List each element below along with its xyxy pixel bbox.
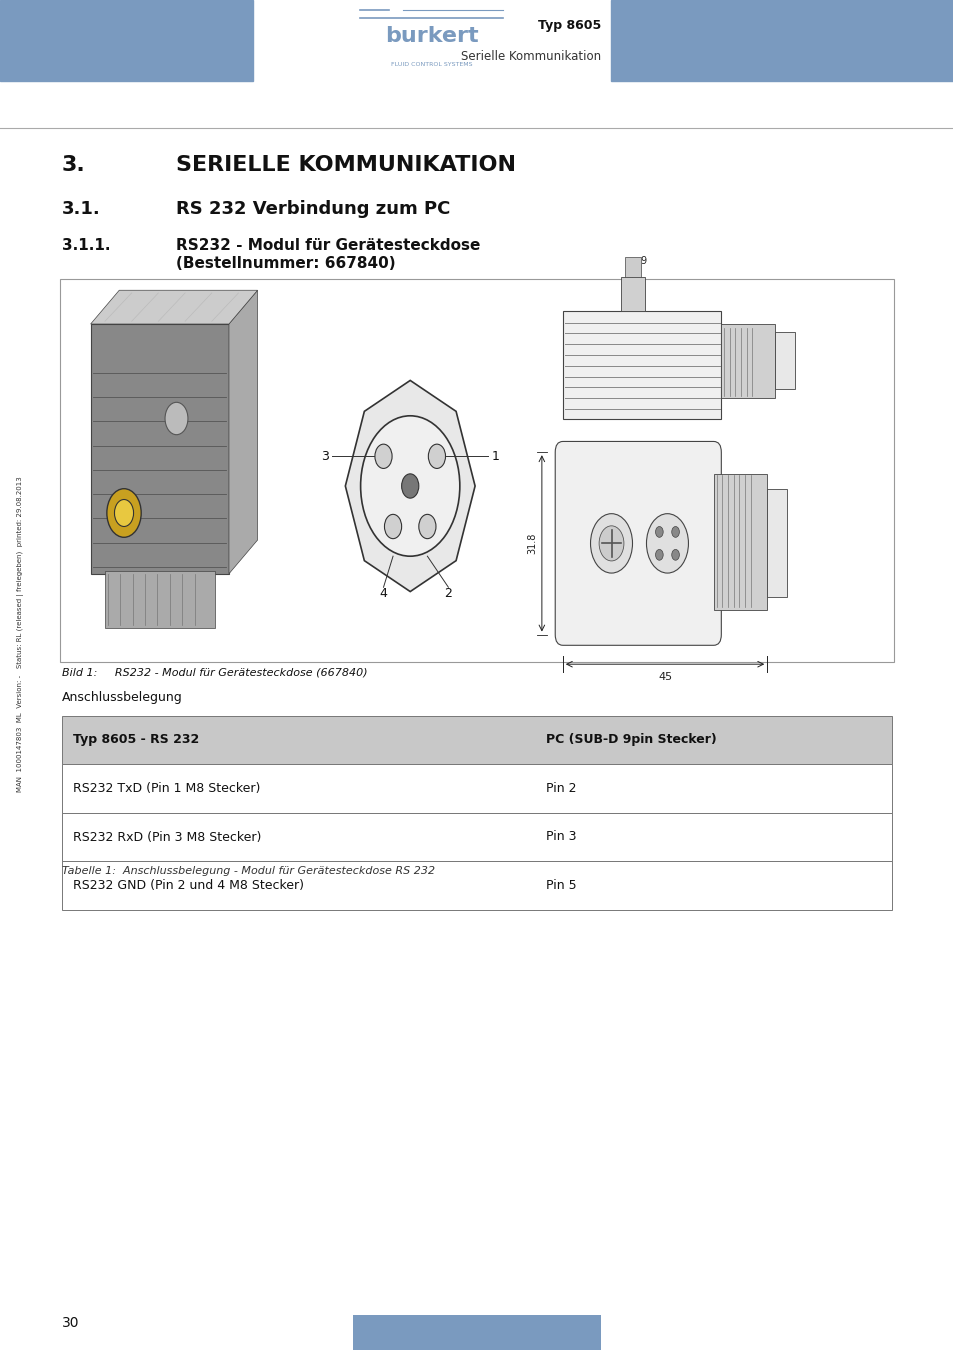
Polygon shape — [229, 290, 257, 574]
Bar — [766, 489, 786, 597]
Text: PC (SUB-D 9pin Stecker): PC (SUB-D 9pin Stecker) — [545, 733, 716, 747]
Text: Pin 2: Pin 2 — [545, 782, 576, 795]
Text: 3: 3 — [321, 450, 329, 463]
Bar — [720, 324, 774, 398]
Bar — [62, 764, 891, 813]
Text: 9: 9 — [639, 256, 646, 266]
Circle shape — [401, 474, 418, 498]
Bar — [62, 813, 891, 861]
Text: Pin 5: Pin 5 — [545, 879, 576, 892]
Circle shape — [114, 500, 133, 526]
Text: Tabelle 1:  Anschlussbelegung - Modul für Gerätesteckdose RS 232: Tabelle 1: Anschlussbelegung - Modul für… — [62, 865, 435, 876]
Circle shape — [671, 549, 679, 560]
Text: 31.8: 31.8 — [527, 533, 537, 554]
Text: burkert: burkert — [384, 26, 478, 46]
Text: 5: 5 — [639, 317, 646, 327]
Bar — [105, 571, 214, 628]
Bar — [774, 332, 795, 389]
Circle shape — [646, 513, 688, 574]
Bar — [91, 324, 229, 574]
Text: RS 232 Verbindung zum PC: RS 232 Verbindung zum PC — [176, 200, 451, 219]
Text: 1: 1 — [491, 450, 498, 463]
Text: RS232 - Modul für Gerätesteckdose: RS232 - Modul für Gerätesteckdose — [176, 238, 480, 254]
Text: Bild 1:     RS232 - Modul für Gerätesteckdose (667840): Bild 1: RS232 - Modul für Gerätesteckdos… — [62, 667, 367, 678]
Circle shape — [428, 444, 445, 468]
Text: deutsch: deutsch — [449, 1326, 504, 1339]
Text: Typ 8605 - RS 232: Typ 8605 - RS 232 — [73, 733, 199, 747]
Bar — [610, 0, 953, 81]
Text: 3.1.1.: 3.1.1. — [62, 238, 111, 254]
Circle shape — [107, 489, 141, 537]
Text: MAN  1000147803  ML  Version: -   Status: RL (released | freiegeben)  printed: 2: MAN 1000147803 ML Version: - Status: RL … — [17, 477, 25, 792]
Text: FLUID CONTROL SYSTEMS: FLUID CONTROL SYSTEMS — [391, 62, 472, 68]
Text: Serielle Kommunikation: Serielle Kommunikation — [460, 50, 600, 63]
Text: Pin 3: Pin 3 — [545, 830, 576, 844]
Bar — [620, 277, 644, 310]
Text: SERIELLE KOMMUNIKATION: SERIELLE KOMMUNIKATION — [176, 155, 516, 174]
Circle shape — [360, 416, 459, 556]
Circle shape — [384, 514, 401, 539]
Text: 4: 4 — [379, 587, 387, 601]
Circle shape — [598, 526, 623, 562]
Circle shape — [671, 526, 679, 537]
Circle shape — [655, 549, 662, 560]
Text: Anschlussbelegung: Anschlussbelegung — [62, 691, 183, 705]
Text: RS232 GND (Pin 2 und 4 M8 Stecker): RS232 GND (Pin 2 und 4 M8 Stecker) — [73, 879, 304, 892]
Circle shape — [418, 514, 436, 539]
Text: 30: 30 — [62, 1316, 79, 1330]
Bar — [0, 0, 253, 81]
Bar — [60, 279, 893, 662]
Circle shape — [590, 513, 632, 574]
Circle shape — [655, 526, 662, 537]
Polygon shape — [345, 381, 475, 591]
Text: 2: 2 — [444, 587, 452, 601]
Text: 3.: 3. — [62, 155, 86, 174]
Circle shape — [165, 402, 188, 435]
Circle shape — [375, 444, 392, 468]
Text: Typ 8605: Typ 8605 — [537, 19, 600, 32]
Text: RS232 TxD (Pin 1 M8 Stecker): RS232 TxD (Pin 1 M8 Stecker) — [73, 782, 260, 795]
Text: 3.1.: 3.1. — [62, 200, 101, 219]
Bar — [62, 861, 891, 910]
Bar — [562, 310, 720, 418]
Text: RS232 RxD (Pin 3 M8 Stecker): RS232 RxD (Pin 3 M8 Stecker) — [73, 830, 261, 844]
Polygon shape — [91, 290, 257, 324]
Bar — [62, 716, 891, 764]
Bar — [353, 1315, 600, 1350]
Text: 45: 45 — [658, 672, 672, 682]
Bar — [713, 474, 766, 610]
Bar — [624, 256, 640, 277]
Text: (Bestellnummer: 667840): (Bestellnummer: 667840) — [176, 255, 395, 271]
FancyBboxPatch shape — [555, 441, 720, 645]
